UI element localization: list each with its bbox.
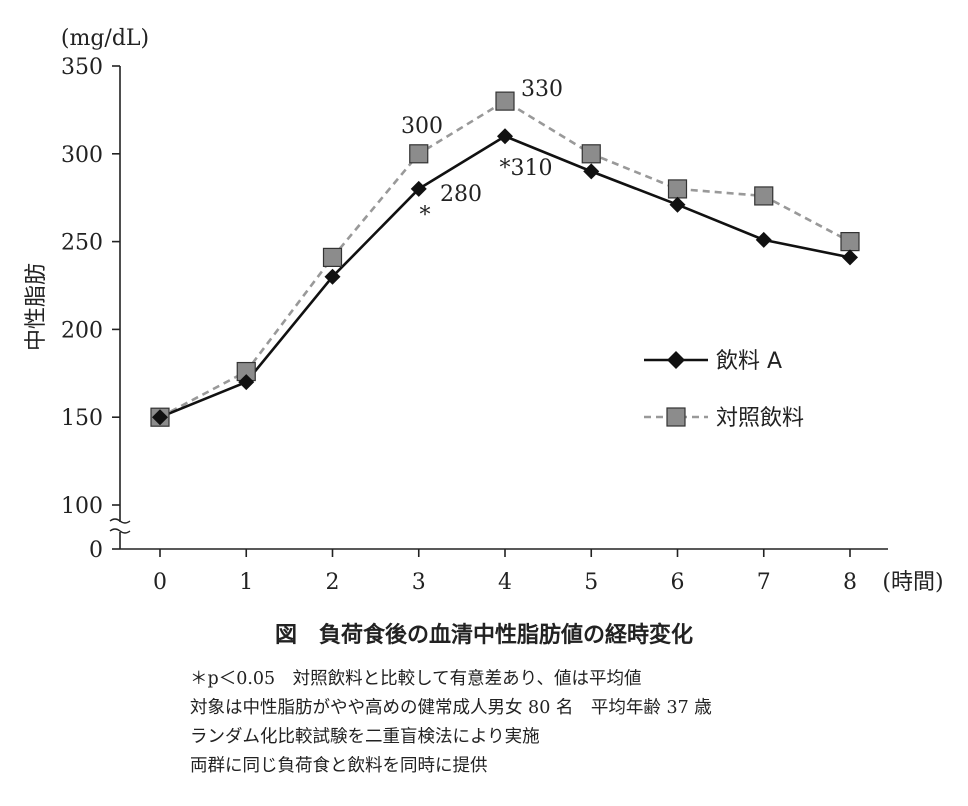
- legend-square-marker: [666, 407, 686, 427]
- control-point: [581, 144, 601, 164]
- footnote-line: ランダム化比較試験を二重盲検法により実施: [190, 727, 540, 747]
- x-tick-label: 7: [757, 570, 771, 595]
- y-axis-title: 中性脂肪: [24, 263, 49, 351]
- control-point: [409, 144, 429, 164]
- x-tick-label: 3: [412, 570, 426, 595]
- series-a-point: [497, 128, 513, 145]
- annotation-a-3-value: 280: [440, 182, 482, 207]
- series-a-point: [842, 249, 858, 266]
- control-line: [159, 99, 851, 419]
- series-a-point: [238, 374, 255, 391]
- series-a-point: [152, 409, 168, 426]
- annotation-ctrl-3: 300: [401, 114, 443, 139]
- axis-break-mark: [109, 518, 131, 534]
- control-point: [840, 232, 860, 252]
- y-ticks: 100 150 200 250 300 350: [61, 55, 120, 519]
- series-a-point: [410, 180, 427, 197]
- axes: 0 (mg/dL) (時間) 中性脂肪: [24, 26, 944, 595]
- x-tick-label: 8: [843, 570, 857, 595]
- x-tick-label: 4: [498, 570, 512, 595]
- x-tick-label: 0: [153, 570, 167, 595]
- series-a-point: [324, 268, 341, 285]
- annotations: 300 330 * 280 *310: [401, 77, 563, 228]
- x-tick-label: 2: [326, 570, 340, 595]
- annotation-a-4: *310: [500, 156, 553, 181]
- y-tick-label: 100: [61, 494, 103, 519]
- x-ticks: 0 1 2 3 4 5 6 7 8: [153, 549, 857, 595]
- annotation-ctrl-4: 330: [521, 77, 563, 102]
- control-point: [495, 91, 515, 111]
- legend-label-series-a: 飲料 A: [716, 349, 782, 374]
- legend-diamond-marker: [667, 351, 685, 369]
- y-tick-label: 350: [61, 55, 103, 80]
- legend-item-control: 対照飲料: [644, 406, 804, 431]
- legend-item-series-a: 飲料 A: [644, 349, 782, 374]
- legend-label-control: 対照飲料: [716, 406, 804, 431]
- control-point: [322, 247, 343, 268]
- y-tick-label: 200: [61, 318, 103, 343]
- series-layer: [150, 91, 860, 427]
- series-a-point: [583, 163, 600, 180]
- y-zero-label: 0: [89, 538, 103, 563]
- y-tick-label: 150: [61, 406, 103, 431]
- legend: 飲料 A 対照飲料: [644, 349, 804, 431]
- figure-caption: 図 負荷食後の血清中性脂肪値の経時変化: [274, 623, 693, 648]
- y-unit-label: (mg/dL): [61, 26, 149, 51]
- series-a-point: [669, 196, 686, 213]
- x-tick-label: 1: [239, 570, 253, 595]
- footnote-line: 対象は中性脂肪がやや高めの健常成人男女 80 名 平均年齢 37 歳: [190, 698, 712, 718]
- footnote-line: 両群に同じ負荷食と飲料を同時に提供: [190, 756, 488, 776]
- x-tick-label: 5: [584, 570, 598, 595]
- annotation-a-3-star: *: [420, 203, 431, 228]
- footnotes: ＊p＜0.05 対照飲料と比較して有意差あり、値は平均値 対象は中性脂肪がやや高…: [190, 665, 712, 781]
- y-tick-label: 300: [61, 143, 103, 168]
- x-unit-label: (時間): [882, 570, 943, 595]
- series-a-point: [755, 231, 772, 248]
- footnote-line: ＊p＜0.05 対照飲料と比較して有意差あり、値は平均値: [190, 669, 642, 689]
- control-point: [754, 186, 774, 206]
- x-tick-label: 6: [671, 570, 685, 595]
- y-tick-label: 250: [61, 231, 103, 256]
- control-point: [667, 179, 688, 199]
